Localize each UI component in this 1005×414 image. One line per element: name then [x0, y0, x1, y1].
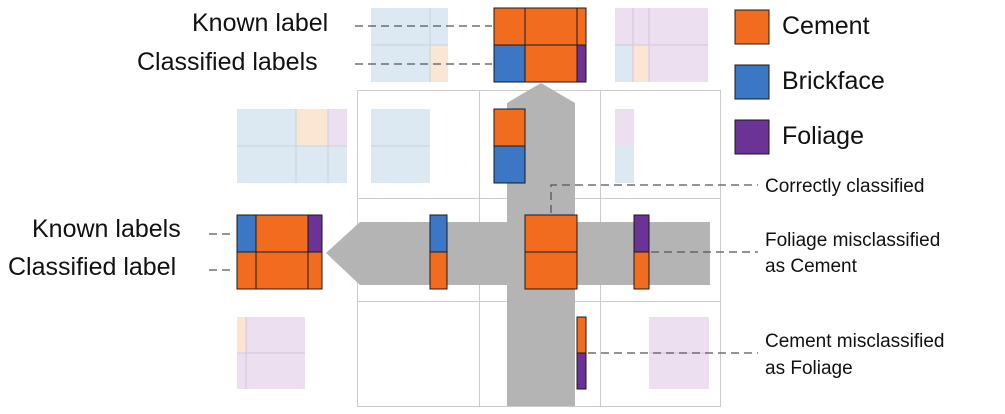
legend-label-brickface: Brickface: [782, 67, 885, 95]
legend-swatch-foliage: [734, 119, 770, 155]
annotation-correctly-classified: Correctly classified: [765, 176, 925, 197]
faded-glyph-row3-left: [237, 317, 305, 389]
faded-glyph-row1-col1: [371, 109, 430, 183]
legend-swatch-brickface: [734, 64, 770, 100]
known-label-top: Known label: [192, 9, 329, 37]
faded-glyph-top-left: [371, 8, 448, 82]
classified-label-left: Classified label: [8, 253, 177, 281]
row-highlight-arrow: [326, 222, 710, 285]
legend-swatch-cement: [734, 9, 770, 45]
leader-lines: [209, 25, 758, 354]
faded-glyph-row1-left: [237, 109, 347, 183]
highlighted-glyph-row2-col2: [524, 214, 578, 290]
known-labels-left: Known labels: [32, 215, 181, 243]
highlighted-glyph-row1-col2: [493, 108, 526, 184]
highlighted-glyph-row2-col3: [633, 214, 650, 290]
highlighted-glyph-row3-col2: [576, 316, 587, 390]
legend-label-cement: Cement: [782, 12, 870, 40]
classified-labels-top: Classified labels: [137, 48, 318, 76]
annotation-foliage-as-cement-line1: Foliage misclassified: [765, 230, 941, 251]
annotation-foliage-as-cement-line2: as Cement: [765, 256, 857, 277]
faded-glyph-row1-col3: [615, 109, 634, 183]
highlighted-glyph-top: [493, 7, 587, 83]
annotation-cement-as-foliage-line2: as Foliage: [765, 358, 853, 379]
faded-glyph-top-right: [615, 8, 708, 82]
highlighted-glyph-left: [236, 214, 323, 290]
legend-label-foliage: Foliage: [782, 122, 864, 150]
annotation-cement-as-foliage-line1: Cement misclassified: [765, 331, 945, 352]
highlighted-glyph-row2-col1: [429, 214, 448, 290]
